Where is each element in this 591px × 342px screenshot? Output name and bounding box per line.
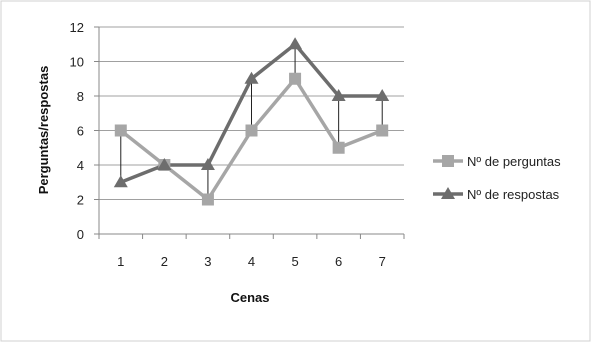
x-tick-label: 4 bbox=[248, 254, 255, 269]
triangle-marker bbox=[157, 158, 172, 170]
triangle-marker bbox=[200, 158, 215, 170]
square-marker bbox=[376, 124, 389, 137]
y-axis-title: Perguntas/respostas bbox=[36, 66, 51, 195]
square-marker bbox=[245, 124, 258, 137]
triangle-marker bbox=[113, 175, 128, 188]
y-tick-label: 12 bbox=[70, 20, 84, 35]
triangle-marker bbox=[244, 71, 259, 84]
square-marker bbox=[201, 193, 214, 206]
triangle-marker bbox=[375, 89, 390, 101]
y-tick-label: 2 bbox=[77, 193, 84, 208]
x-tick-label: 2 bbox=[161, 254, 168, 269]
y-tick-label: 6 bbox=[77, 124, 84, 139]
square-marker bbox=[114, 124, 127, 137]
series-markers bbox=[113, 37, 390, 206]
triangle-marker bbox=[331, 89, 346, 101]
legend: Nº de perguntas Nº de respostas bbox=[433, 154, 561, 202]
triangle-marker bbox=[441, 187, 455, 199]
square-marker bbox=[332, 141, 345, 154]
y-tick-label: 0 bbox=[77, 227, 84, 242]
y-tick-label: 8 bbox=[77, 89, 84, 104]
square-marker bbox=[442, 155, 454, 167]
triangle-marker bbox=[288, 37, 303, 50]
axes bbox=[94, 26, 405, 239]
legend-label: Nº de perguntas bbox=[467, 154, 561, 169]
x-tick-label: 7 bbox=[379, 254, 386, 269]
x-tick-label: 3 bbox=[204, 254, 211, 269]
x-tick-label: 5 bbox=[291, 254, 298, 269]
x-axis-title: Cenas bbox=[230, 290, 269, 305]
legend-label: Nº de respostas bbox=[467, 187, 560, 202]
x-tick-label: 6 bbox=[335, 254, 342, 269]
y-tick-label: 10 bbox=[70, 55, 84, 70]
y-tick-label: 4 bbox=[77, 158, 84, 173]
square-marker bbox=[289, 72, 302, 85]
x-tick-label: 1 bbox=[117, 254, 124, 269]
